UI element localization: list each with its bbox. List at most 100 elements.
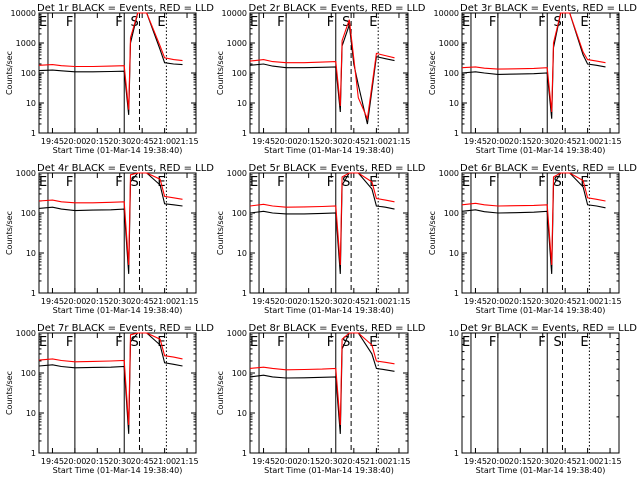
x-tick-label: 20:45 bbox=[342, 137, 365, 146]
event-marker-label: E bbox=[580, 15, 588, 30]
lld-series-line bbox=[461, 172, 606, 266]
y-tick-label: 100 bbox=[232, 369, 247, 378]
y-tick-label: 10 bbox=[26, 249, 36, 258]
plot-panel: Det 5r BLACK = Events, RED = LLD 1 10 100 10… bbox=[216, 163, 426, 315]
x-tick-label: 20:30 bbox=[320, 137, 343, 146]
y-tick-label: 1 bbox=[31, 449, 36, 458]
y-tick-label: 10000 bbox=[434, 9, 459, 18]
x-tick-label: 21:00 bbox=[576, 457, 599, 466]
x-tick-label: 21:15 bbox=[387, 137, 410, 146]
event-marker-label: F bbox=[66, 15, 73, 30]
x-tick-label: 20:15 bbox=[86, 297, 109, 306]
plot-title: Det 8r BLACK = Events, RED = LLD bbox=[249, 323, 426, 334]
x-tick-label: 20:30 bbox=[108, 137, 131, 146]
x-axis-label: Start Time (01-Mar-14 19:38:40) bbox=[53, 146, 183, 155]
x-tick-label: 20:00 bbox=[275, 137, 298, 146]
x-tick-label: 19:45 bbox=[252, 137, 275, 146]
plot-title: Det 7r BLACK = Events, RED = LLD bbox=[37, 323, 214, 334]
y-tick-label: 10000 bbox=[222, 9, 247, 18]
event-marker-label: S bbox=[342, 15, 350, 30]
y-tick-label: 100 bbox=[232, 69, 247, 78]
event-marker-label: E bbox=[39, 335, 47, 350]
x-tick-label: 21:00 bbox=[153, 457, 176, 466]
x-tick-label: 20:15 bbox=[509, 137, 532, 146]
event-marker-label: E bbox=[250, 175, 258, 190]
plot-title: Det 6r BLACK = Events, RED = LLD bbox=[460, 163, 637, 174]
event-marker-label: E bbox=[157, 15, 165, 30]
plot-frame bbox=[38, 172, 197, 294]
x-tick-label: 21:00 bbox=[576, 137, 599, 146]
x-tick-label: 20:00 bbox=[275, 457, 298, 466]
event-marker-label: F bbox=[538, 15, 545, 30]
y-axis-label: Counts/sec bbox=[216, 51, 225, 95]
event-marker-label: F bbox=[115, 175, 122, 190]
events-series-line bbox=[38, 12, 183, 115]
event-marker-label: F bbox=[277, 15, 284, 30]
y-axis-label: Counts/sec bbox=[428, 51, 437, 95]
x-axis-label: Start Time (01-Mar-14 19:38:40) bbox=[53, 306, 183, 315]
x-tick-label: 21:15 bbox=[598, 297, 621, 306]
events-series-line bbox=[38, 172, 183, 274]
y-axis-label: Counts/sec bbox=[5, 371, 14, 415]
y-tick-label: 1000 bbox=[16, 39, 36, 48]
x-tick-label: 20:30 bbox=[531, 457, 554, 466]
x-axis-label: Start Time (01-Mar-14 19:38:40) bbox=[264, 306, 394, 315]
x-tick-label: 21:00 bbox=[365, 297, 388, 306]
event-marker-label: E bbox=[369, 335, 377, 350]
events-series-line bbox=[249, 172, 395, 274]
x-tick-label: 21:15 bbox=[387, 457, 410, 466]
y-tick-label: 100 bbox=[21, 69, 36, 78]
plot-frame bbox=[249, 172, 409, 294]
y-tick-label: 1000 bbox=[439, 169, 459, 178]
event-marker-label: F bbox=[66, 175, 73, 190]
y-tick-label: 100 bbox=[444, 69, 459, 78]
y-tick-label: 1000 bbox=[16, 329, 36, 338]
plot-panel: Det 1r BLACK = Events, RED = LLD 1 10 100 10… bbox=[5, 3, 214, 155]
x-tick-label: 20:45 bbox=[131, 297, 154, 306]
plot-title: Det 1r BLACK = Events, RED = LLD bbox=[37, 3, 214, 14]
event-marker-label: E bbox=[250, 335, 258, 350]
x-tick-label: 20:15 bbox=[509, 297, 532, 306]
plot-title: Det 4r BLACK = Events, RED = LLD bbox=[37, 163, 214, 174]
y-axis-label: Counts/sec bbox=[5, 51, 14, 95]
event-marker-label: F bbox=[277, 175, 284, 190]
plot-title: Det 3r BLACK = Events, RED = LLD bbox=[460, 3, 637, 14]
plot-panel: Det 6r BLACK = Events, RED = LLD 1 10 100 10… bbox=[428, 163, 637, 315]
x-tick-label: 21:15 bbox=[387, 297, 410, 306]
event-marker-label: S bbox=[130, 335, 138, 350]
lld-series-line bbox=[461, 12, 606, 113]
plot-panel: Det 8r BLACK = Events, RED = LLD 1 10 100 10… bbox=[216, 323, 426, 475]
y-tick-label: 10000 bbox=[11, 9, 36, 18]
plot-frame bbox=[249, 12, 409, 134]
y-tick-label: 100 bbox=[21, 369, 36, 378]
lld-series-line bbox=[38, 332, 183, 426]
x-tick-label: 21:15 bbox=[175, 297, 198, 306]
event-marker-label: F bbox=[327, 335, 334, 350]
x-tick-label: 20:00 bbox=[486, 457, 509, 466]
event-marker-label: E bbox=[369, 175, 377, 190]
x-tick-label: 19:45 bbox=[252, 457, 275, 466]
x-tick-label: 20:45 bbox=[554, 297, 577, 306]
plot-frame bbox=[461, 172, 620, 294]
x-tick-label: 21:15 bbox=[175, 457, 198, 466]
x-tick-label: 20:30 bbox=[320, 457, 343, 466]
x-tick-label: 19:45 bbox=[464, 297, 487, 306]
x-axis-label: Start Time (01-Mar-14 19:38:40) bbox=[476, 466, 606, 475]
y-tick-label: 1000 bbox=[227, 39, 247, 48]
event-marker-label: E bbox=[462, 335, 470, 350]
x-tick-label: 20:45 bbox=[131, 457, 154, 466]
event-marker-label: E bbox=[39, 175, 47, 190]
x-tick-label: 20:30 bbox=[108, 297, 131, 306]
event-marker-label: F bbox=[327, 175, 334, 190]
x-tick-label: 20:00 bbox=[275, 297, 298, 306]
x-tick-label: 19:45 bbox=[464, 137, 487, 146]
event-marker-label: F bbox=[489, 15, 496, 30]
y-tick-label: 100 bbox=[21, 209, 36, 218]
plot-frame bbox=[461, 332, 620, 454]
lld-series-line bbox=[38, 172, 183, 266]
x-tick-label: 20:00 bbox=[63, 297, 86, 306]
x-tick-label: 20:15 bbox=[297, 457, 320, 466]
event-marker-label: E bbox=[580, 335, 588, 350]
x-tick-label: 20:00 bbox=[63, 137, 86, 146]
plot-panel: Det 9r BLACK = Events, RED = LLD 1 10 19:45… bbox=[449, 323, 637, 475]
